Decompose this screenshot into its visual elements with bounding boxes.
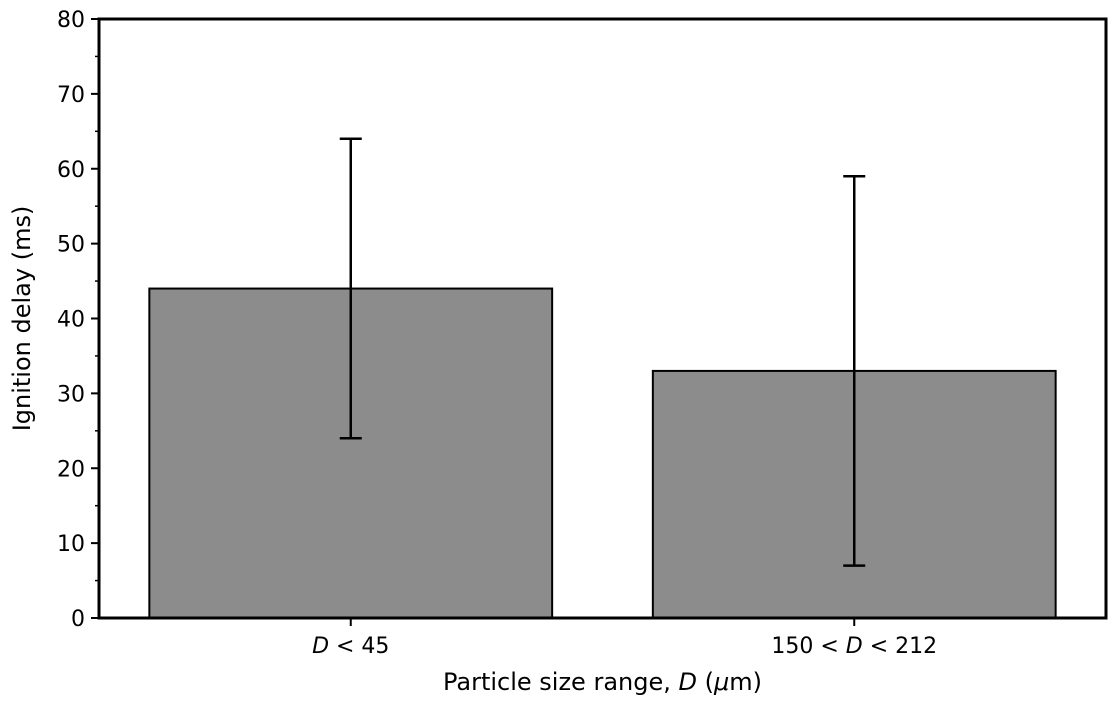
y-tick-label: 60 [57, 158, 85, 183]
y-tick-label: 40 [57, 308, 85, 333]
error-bar-1 [339, 137, 362, 440]
x-axis-title: Particle size range, D (μm) [443, 668, 762, 696]
y-tick-label: 20 [57, 457, 85, 482]
y-tick-label: 0 [71, 607, 85, 632]
y-tick-label: 50 [57, 233, 85, 258]
y-tick-label: 30 [57, 382, 85, 407]
error-bars-layer [339, 137, 866, 567]
y-axis-title: Ignition delay (ms) [8, 206, 36, 432]
error-bar-2 [843, 174, 866, 567]
y-axis: 0 10 20 30 40 50 60 70 80 [57, 8, 99, 632]
x-tick-label-2: 150 < D < 212 [771, 634, 937, 659]
y-tick-label: 80 [57, 8, 85, 33]
y-tick-label: 10 [57, 532, 85, 557]
y-tick-label: 70 [57, 83, 85, 108]
x-tick-label-1: D < 45 [312, 634, 389, 659]
bars-layer [148, 287, 1057, 619]
x-axis: D < 45 150 < D < 212 [312, 618, 937, 659]
